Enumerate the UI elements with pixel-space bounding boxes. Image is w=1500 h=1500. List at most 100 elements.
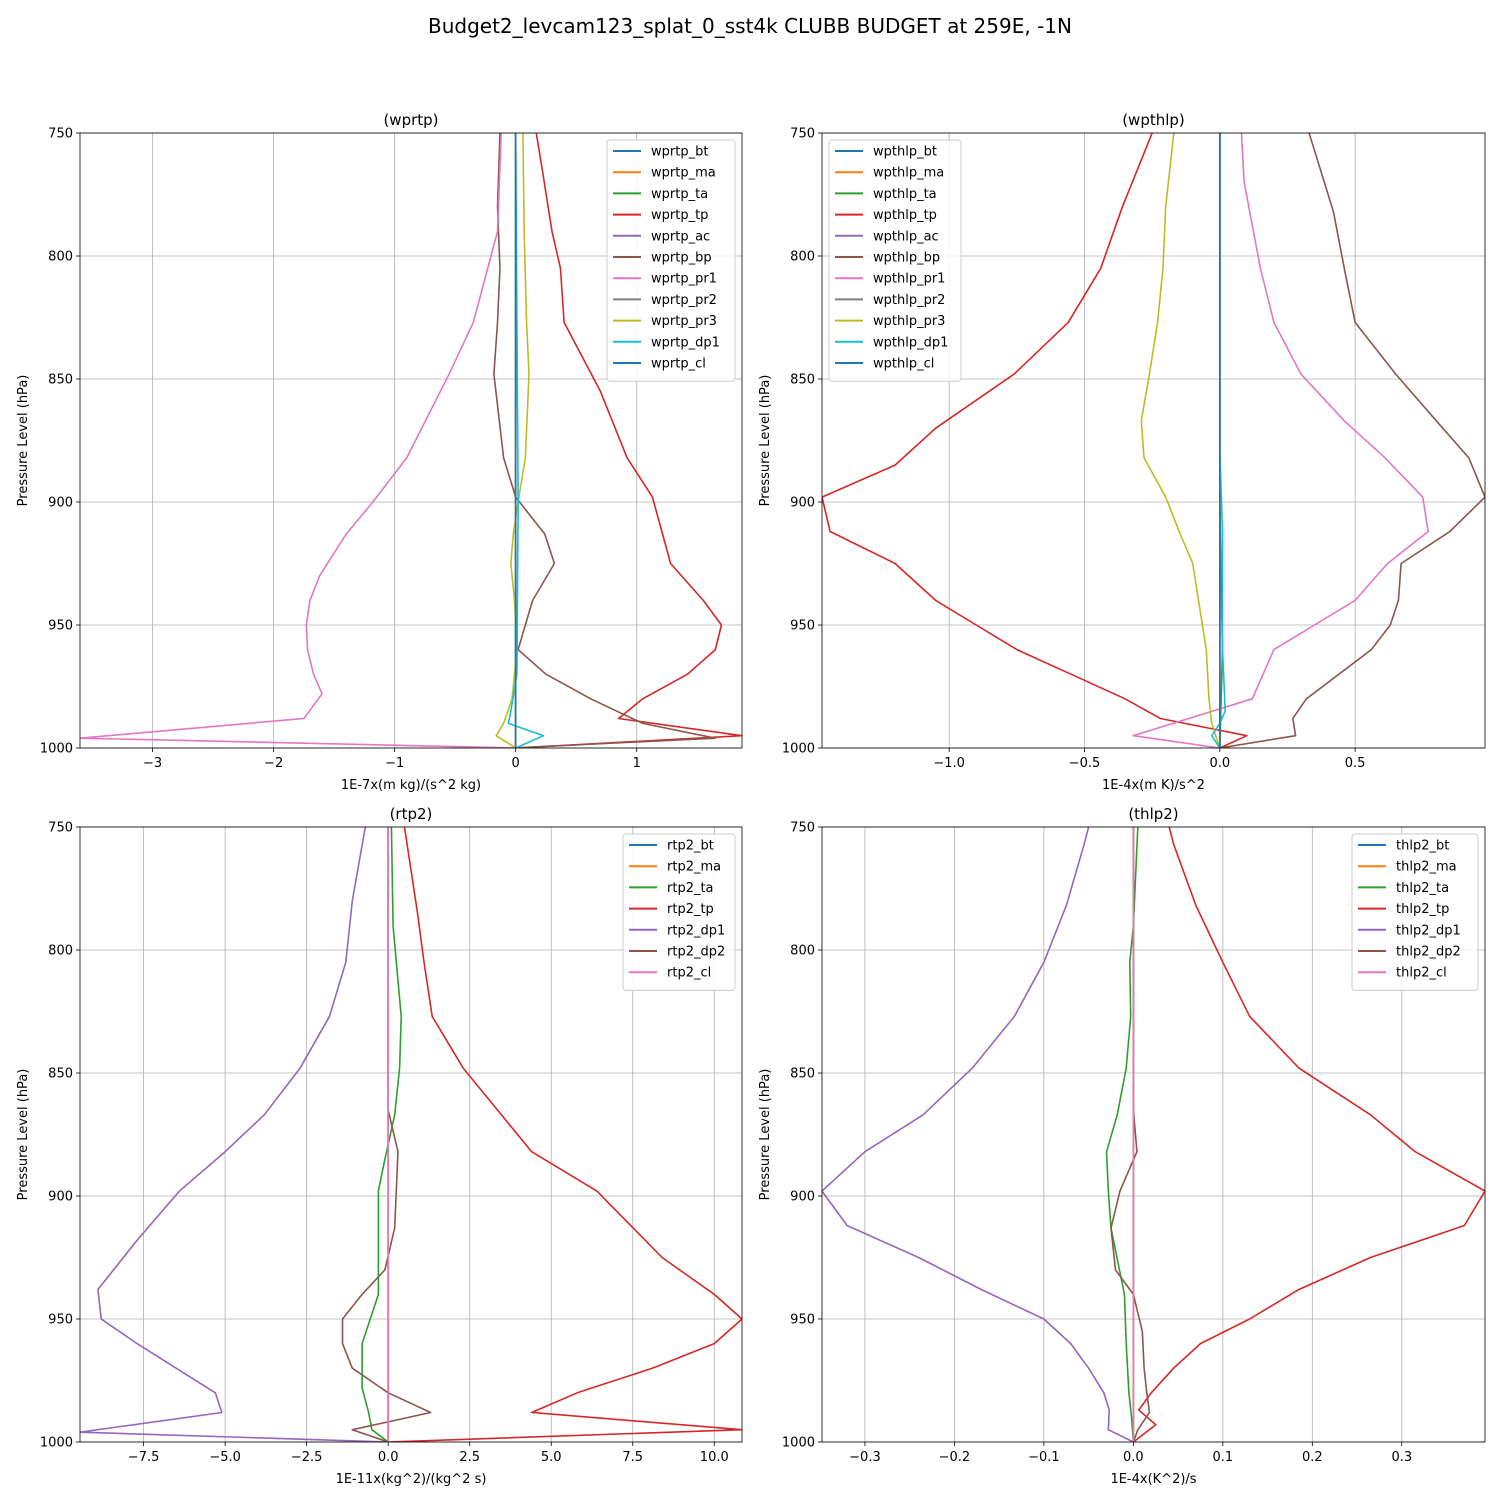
series-line-wprtp_bp	[493, 133, 717, 748]
chart-rtp2: −7.5 −5.0 −2.5 0.0 2.5 5.0 7.5 10.0 750 800 850 900…	[16, 805, 743, 1487]
y-tick-label: 750	[790, 821, 815, 836]
x-tick-label: −1.0	[933, 756, 965, 771]
x-tick-label: −3	[143, 756, 162, 771]
legend-label: wprtp_pr1	[651, 272, 717, 287]
legend: rtp2_bt rtp2_ma rtp2_ta rtp2_tp rtp2_dp1 rtp2…	[622, 833, 736, 991]
legend-label: rtp2_tp	[667, 902, 714, 917]
axes-frame	[79, 826, 743, 1443]
x-tick-label: 0.3	[1391, 1450, 1412, 1465]
x-tick-label: 10.0	[700, 1450, 729, 1465]
y-tick-label: 850	[790, 1067, 815, 1082]
series-line-wprtp_tp	[515, 133, 742, 748]
series-line-wpthlp_bp	[1219, 133, 1485, 748]
x-tick-label: −0.3	[849, 1450, 881, 1465]
x-tick-label: 5.0	[541, 1450, 562, 1465]
chart-title: (rtp2)	[390, 805, 433, 823]
y-tick-label: 750	[790, 127, 815, 142]
chart-wpthlp: −1.0 −0.5 0.0 0.5 750 800 850 900 950 1000 (wpthlp…	[758, 111, 1486, 793]
plot-area: −3 −2 −1 0 1 750 800 850 900 950 1000 (wprtp) 1E-7x(…	[16, 111, 743, 793]
x-axis-label: 1E-11x(kg^2)/(kg^2 s)	[336, 1472, 487, 1487]
x-tick-label: 1	[633, 756, 641, 771]
series-line-wpthlp_tp	[822, 133, 1248, 748]
legend-label: wprtp_dp1	[651, 335, 720, 350]
legend-label: rtp2_bt	[667, 839, 714, 854]
x-tick-label: −2.5	[291, 1450, 323, 1465]
y-tick-label: 1000	[40, 742, 73, 757]
legend-label: rtp2_ma	[667, 860, 721, 875]
series-group	[80, 133, 742, 748]
x-tick-label: −2	[264, 756, 283, 771]
legend-label: wpthlp_pr1	[873, 272, 945, 287]
x-tick-label: 0.1	[1212, 1450, 1233, 1465]
y-tick-label: 750	[48, 127, 73, 142]
chart-title: (thlp2)	[1128, 805, 1178, 823]
legend-label: wprtp_bp	[651, 251, 712, 266]
series-line-wpthlp_pr3	[1140, 133, 1221, 748]
x-tick-label: 0	[512, 756, 520, 771]
y-tick-label: 1000	[782, 1436, 815, 1451]
series-line-rtp2_dp1	[80, 827, 389, 1442]
legend-label: wpthlp_dp1	[873, 335, 948, 350]
plot-area: −1.0 −0.5 0.0 0.5 750 800 850 900 950 1000 (wpthlp…	[758, 111, 1486, 793]
series-line-wpthlp_dp1	[1210, 133, 1227, 748]
legend-label: thlp2_cl	[1396, 966, 1447, 981]
legend-label: thlp2_dp1	[1396, 923, 1461, 938]
chart-title: (wpthlp)	[1122, 111, 1185, 129]
x-tick-label: 0.0	[1209, 756, 1230, 771]
series-line-wprtp_pr1	[80, 133, 516, 748]
legend-label: wprtp_cl	[651, 357, 706, 372]
legend-label: wprtp_pr2	[651, 293, 717, 308]
x-tick-label: 0.0	[378, 1450, 399, 1465]
legend: wprtp_bt wprtp_ma wprtp_ta wprtp_tp wprtp_ac…	[606, 139, 736, 382]
y-tick-label: 800	[790, 250, 815, 265]
legend-label: wprtp_ac	[651, 229, 710, 244]
legend-label: rtp2_ta	[667, 881, 714, 896]
y-axis-label: Pressure Level (hPa)	[16, 1069, 31, 1201]
series-line-thlp2_tp	[1132, 827, 1485, 1442]
series-line-rtp2_dp2	[341, 827, 432, 1442]
legend-label: thlp2_ma	[1396, 860, 1457, 875]
y-axis-label: Pressure Level (hPa)	[16, 375, 31, 507]
y-tick-label: 900	[790, 496, 815, 511]
series-line-thlp2_dp2	[1110, 827, 1151, 1442]
x-axis-label: 1E-4x(m K)/s^2	[1102, 778, 1205, 793]
y-tick-label: 900	[48, 496, 73, 511]
series-group	[822, 133, 1485, 748]
x-tick-label: −0.2	[939, 1450, 971, 1465]
chart-wprtp: −3 −2 −1 0 1 750 800 850 900 950 1000 (wprtp) 1E-7x(…	[16, 111, 743, 793]
legend: wpthlp_bt wpthlp_ma wpthlp_ta wpthlp_tpwpth…	[828, 139, 962, 382]
series-line-thlp2_dp1	[822, 827, 1134, 1442]
plot-area: −0.3 −0.2 −0.1 0.0 0.1 0.2 0.3 750 800 850 900 950 1…	[758, 805, 1486, 1487]
x-tick-label: −0.1	[1028, 1450, 1060, 1465]
legend-label: wprtp_pr3	[651, 314, 717, 329]
series-line-wprtp_pr3	[495, 133, 530, 748]
x-tick-label: 0.0	[1123, 1450, 1144, 1465]
chart-thlp2: −0.3 −0.2 −0.1 0.0 0.1 0.2 0.3 750 800 850 900 950 1…	[758, 805, 1486, 1487]
legend-label: wpthlp_ta	[873, 187, 937, 202]
legend-label: thlp2_ta	[1396, 881, 1449, 896]
y-tick-label: 1000	[40, 1436, 73, 1451]
series-line-wprtp_dp1	[507, 133, 545, 748]
series-line-rtp2_ta	[361, 827, 403, 1442]
y-tick-label: 850	[790, 373, 815, 388]
legend-label: wpthlp_cl	[873, 357, 934, 372]
legend-label: thlp2_tp	[1396, 902, 1449, 917]
legend-label: wpthlp_pr3	[873, 314, 945, 329]
legend-label: wpthlp_ma	[873, 166, 944, 181]
legend-label: wpthlp_ac	[873, 229, 939, 244]
plot-area: −7.5 −5.0 −2.5 0.0 2.5 5.0 7.5 10.0 750 800 850 900…	[16, 805, 743, 1487]
x-tick-label: −5.0	[209, 1450, 241, 1465]
y-tick-label: 850	[48, 373, 73, 388]
series-line-rtp2_tp	[388, 827, 742, 1442]
y-tick-label: 950	[790, 1313, 815, 1328]
axes-frame	[821, 132, 1486, 749]
y-tick-label: 750	[48, 821, 73, 836]
x-tick-label: −1	[385, 756, 404, 771]
y-tick-label: 950	[48, 1313, 73, 1328]
series-line-thlp2_ta	[1105, 827, 1139, 1442]
x-tick-label: 7.5	[622, 1450, 643, 1465]
x-tick-label: −0.5	[1069, 756, 1101, 771]
legend-label: thlp2_bt	[1396, 839, 1449, 854]
legend-label: wpthlp_bp	[873, 251, 940, 266]
legend-label: rtp2_dp1	[667, 923, 725, 938]
